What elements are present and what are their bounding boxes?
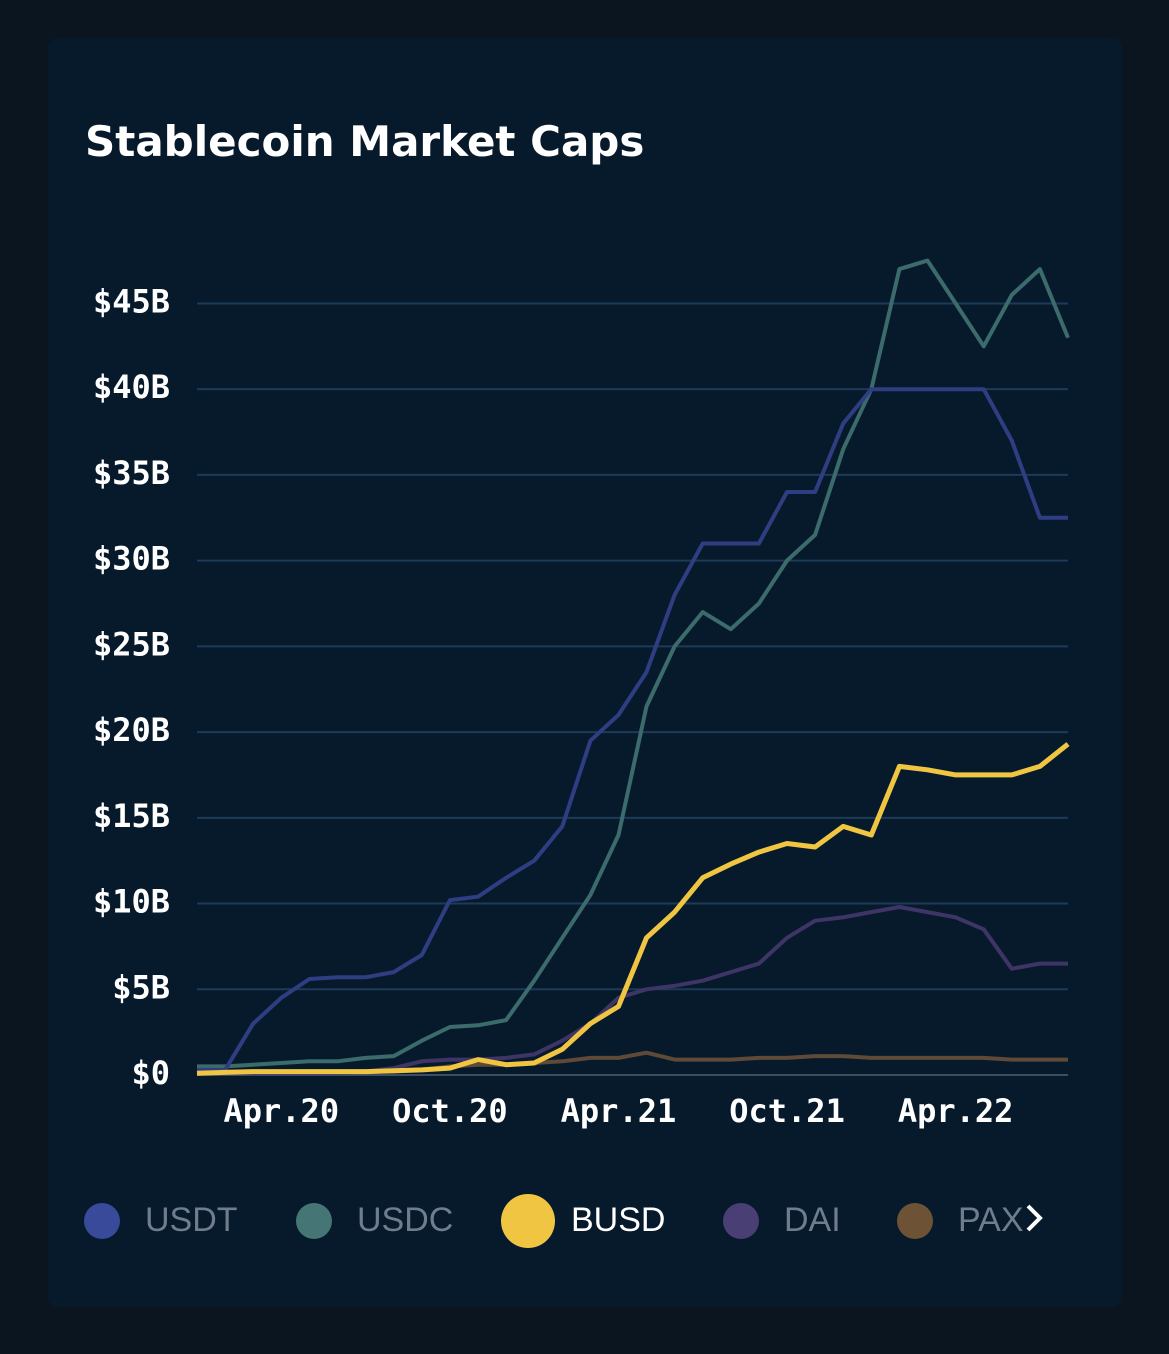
x-tick-label: Oct.20 — [392, 1092, 508, 1130]
y-tick-label: $20B — [93, 711, 170, 749]
y-tick-label: $10B — [93, 883, 170, 921]
legend-swatch[interactable] — [897, 1203, 933, 1239]
legend-label[interactable]: DAI — [784, 1201, 841, 1239]
x-tick-label: Oct.21 — [729, 1092, 845, 1130]
series-line — [197, 387, 1068, 1072]
chart-title: Stablecoin Market Caps — [85, 117, 644, 166]
y-tick-label: $25B — [93, 625, 170, 663]
x-tick-label: Apr.21 — [561, 1092, 677, 1130]
legend[interactable]: USDT USDC BUSD DAI PAX — [84, 1194, 1024, 1248]
y-tick-label: $40B — [93, 368, 170, 406]
series-line — [196, 742, 1070, 1076]
legend-next[interactable] — [1026, 1204, 1043, 1232]
y-tick-label: $5B — [112, 968, 170, 1006]
y-tick-label: $35B — [93, 454, 170, 492]
y-tick-label: $15B — [93, 797, 170, 835]
legend-label[interactable]: USDT — [145, 1201, 238, 1239]
legend-label[interactable]: PAX — [958, 1201, 1024, 1239]
legend-label[interactable]: USDC — [357, 1201, 453, 1239]
legend-swatch[interactable] — [296, 1203, 332, 1239]
legend-swatch[interactable] — [501, 1194, 555, 1248]
x-tick-label: Apr.20 — [223, 1092, 339, 1130]
legend-swatch[interactable] — [723, 1203, 759, 1239]
series-line — [197, 258, 1070, 1069]
grid: $0 $5B $10B $15B $20B $25B $30B $35B $40B $45B Apr… — [93, 282, 1068, 1130]
y-tick-label: $30B — [93, 540, 170, 578]
y-tick-label: $45B — [93, 282, 170, 320]
lines — [196, 258, 1070, 1076]
legend-swatch[interactable] — [84, 1203, 120, 1239]
y-tick-label: $0 — [131, 1054, 170, 1092]
legend-label[interactable]: BUSD — [571, 1201, 665, 1239]
x-tick-label: Apr.22 — [898, 1092, 1014, 1130]
